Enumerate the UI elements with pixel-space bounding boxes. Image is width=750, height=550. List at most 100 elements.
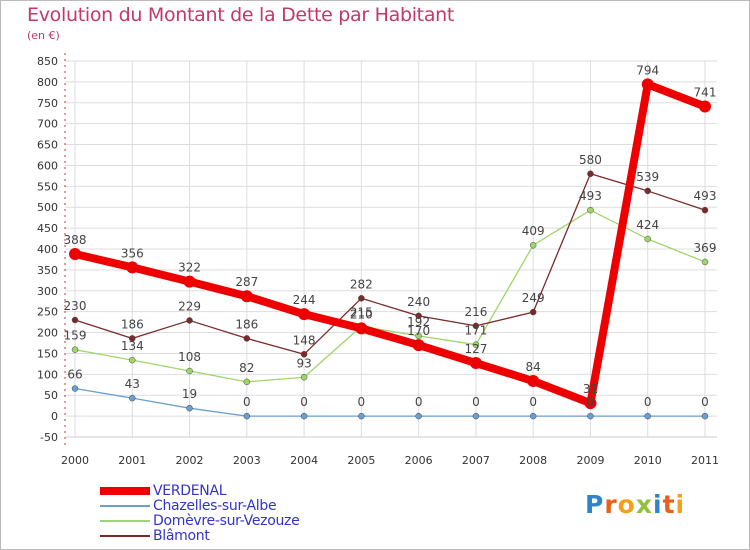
data-point [529, 412, 537, 420]
y-tick-label: 550 [37, 180, 58, 193]
x-tick-label: 2010 [634, 454, 662, 467]
legend-swatch [100, 535, 150, 537]
data-point [641, 78, 654, 91]
y-tick-label: 450 [37, 222, 58, 235]
data-label: 148 [293, 333, 316, 347]
data-label: 108 [178, 350, 201, 364]
data-label: 192 [407, 315, 430, 329]
data-point [358, 412, 365, 420]
data-label: 216 [464, 305, 487, 319]
data-label: 19 [182, 387, 197, 401]
data-label: 215 [350, 305, 373, 319]
data-point [300, 412, 308, 420]
data-point [527, 375, 540, 388]
proxiti-logo: Proxiti [585, 490, 685, 519]
logo-letter: P [585, 490, 605, 519]
data-label: 0 [300, 395, 308, 409]
data-point [469, 357, 482, 370]
series-line-2 [74, 209, 706, 383]
legend-label: VERDENAL [153, 483, 227, 499]
y-tick-label: 750 [37, 97, 58, 110]
y-tick-label: 200 [37, 327, 58, 340]
y-tick-label: 0 [51, 410, 58, 423]
data-label: 741 [694, 86, 717, 100]
legend-swatch [100, 487, 150, 495]
data-point [472, 341, 480, 348]
logo-letter: i [653, 490, 663, 519]
data-point [243, 335, 251, 342]
x-tick-label: 2007 [462, 454, 490, 467]
y-tick-label: 850 [37, 55, 58, 68]
logo-letter: t [662, 490, 676, 519]
legend-swatch [100, 520, 150, 522]
data-point [584, 397, 597, 410]
chart-title: Evolution du Montant de la Dette par Hab… [27, 4, 455, 26]
data-label: 356 [121, 246, 144, 260]
data-label: 171 [464, 324, 487, 338]
data-label: 0 [243, 395, 251, 409]
data-label: 0 [644, 395, 652, 409]
logo-letter: i [675, 490, 686, 519]
data-label: 282 [350, 277, 373, 291]
data-point [415, 332, 422, 340]
logo-letter: r [604, 490, 618, 519]
data-point [699, 100, 711, 113]
data-label: 230 [64, 299, 87, 313]
x-tick-label: 2001 [118, 454, 146, 467]
data-label: 0 [472, 395, 480, 409]
data-point [415, 312, 422, 320]
data-label: 186 [235, 317, 258, 331]
y-tick-label: 250 [37, 306, 58, 319]
x-tick-label: 2004 [290, 454, 318, 467]
data-point [240, 290, 253, 303]
data-label: 322 [178, 261, 201, 275]
logo-letter: x [635, 490, 653, 519]
legend-swatch [100, 505, 150, 507]
data-point [186, 404, 193, 412]
data-point [701, 258, 709, 266]
data-point [126, 261, 139, 274]
data-point [644, 235, 651, 243]
x-tick-label: 2000 [61, 454, 89, 467]
data-label: 409 [522, 224, 545, 238]
data-point [587, 170, 594, 178]
data-label: 84 [526, 360, 541, 374]
data-label: 539 [636, 170, 659, 184]
legend-label: Chazelles-sur-Albe [153, 498, 277, 514]
data-point [701, 412, 709, 420]
legend-label: Domèvre-sur-Vezouze [153, 513, 300, 529]
data-point [298, 308, 311, 321]
data-label: 134 [121, 339, 144, 353]
data-point [355, 322, 368, 335]
y-tick-label: 700 [37, 118, 58, 131]
data-point [529, 308, 537, 316]
data-label: 170 [407, 324, 430, 338]
x-tick-label: 2002 [176, 454, 204, 467]
y-tick-label: 350 [37, 264, 58, 277]
data-point [71, 316, 79, 324]
data-label: 0 [701, 395, 709, 409]
x-tick-label: 2006 [405, 454, 433, 467]
data-point [300, 374, 308, 381]
y-tick-label: 300 [37, 285, 58, 298]
y-tick-label: 650 [37, 139, 58, 152]
data-point [472, 412, 480, 420]
data-label: 159 [64, 329, 87, 343]
data-point [644, 412, 651, 420]
x-tick-label: 2011 [691, 454, 719, 467]
series-line-3 [74, 173, 706, 355]
data-label: 244 [293, 293, 316, 307]
data-point [186, 317, 193, 324]
data-label: 249 [522, 291, 545, 305]
data-label: 493 [694, 189, 717, 203]
data-label: 0 [415, 395, 423, 409]
data-point [129, 394, 136, 402]
x-tick-label: 2003 [233, 454, 261, 467]
data-label: 0 [358, 395, 366, 409]
data-point [644, 187, 651, 195]
y-tick-label: 50 [44, 389, 58, 402]
data-label: 0 [529, 395, 537, 409]
y-tick-label: 100 [37, 368, 58, 381]
legend-item: VERDENAL [100, 484, 400, 499]
